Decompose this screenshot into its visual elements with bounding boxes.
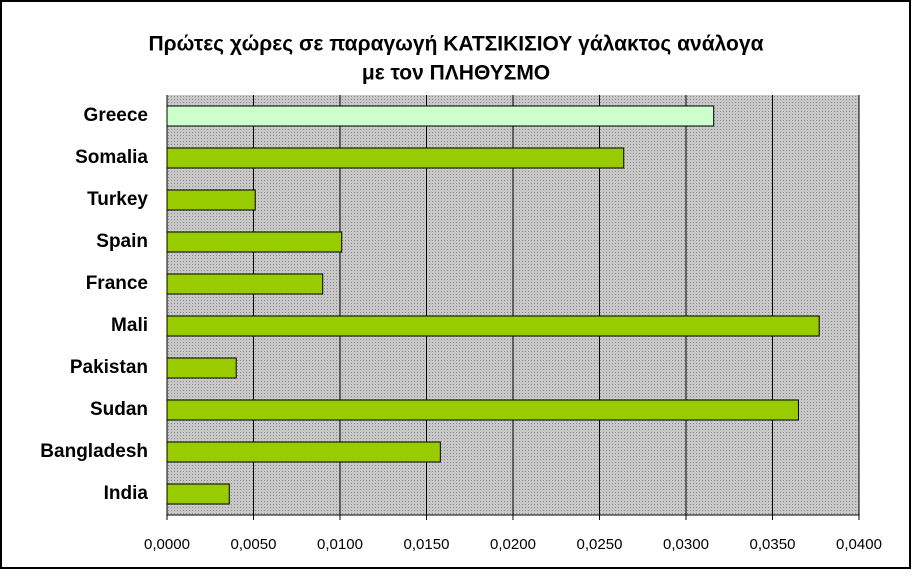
y-tick-label: Bangladesh — [40, 441, 148, 462]
bar — [166, 105, 715, 127]
x-tick-label: 0,0050 — [231, 536, 277, 553]
bar — [166, 273, 324, 295]
y-tick-label: Sudan — [90, 399, 148, 420]
chart-title: Πρώτες χώρες σε παραγωγή ΚΑΤΣΙΚΙΣΙΟΥ γάλ… — [149, 33, 764, 56]
y-tick-label: Somalia — [75, 147, 148, 168]
y-tick-label: Spain — [96, 231, 148, 252]
x-tick-label: 0,0100 — [317, 536, 363, 553]
bar — [166, 441, 441, 463]
y-tick-label: Turkey — [87, 189, 148, 210]
y-tick-label: France — [86, 273, 148, 294]
y-tick-label: India — [104, 483, 149, 504]
x-tick-label: 0,0150 — [404, 536, 450, 553]
x-tick-label: 0,0350 — [750, 536, 796, 553]
y-tick-label: Greece — [84, 105, 148, 126]
bar — [166, 483, 230, 505]
chart-title: με τον ΠΛΗΘΥΣΜΟ — [362, 62, 550, 85]
y-tick-label: Mali — [111, 315, 148, 336]
x-tick-label: 0,0000 — [144, 536, 190, 553]
bar — [166, 357, 237, 379]
bar — [166, 315, 820, 337]
bar — [166, 189, 256, 211]
y-tick-label: Pakistan — [70, 357, 148, 378]
bar — [166, 399, 799, 421]
x-tick-label: 0,0300 — [663, 536, 709, 553]
x-tick-label: 0,0200 — [490, 536, 536, 553]
bar — [166, 231, 343, 253]
bar — [166, 147, 625, 169]
x-tick-label: 0,0400 — [836, 536, 882, 553]
x-tick-label: 0,0250 — [577, 536, 623, 553]
